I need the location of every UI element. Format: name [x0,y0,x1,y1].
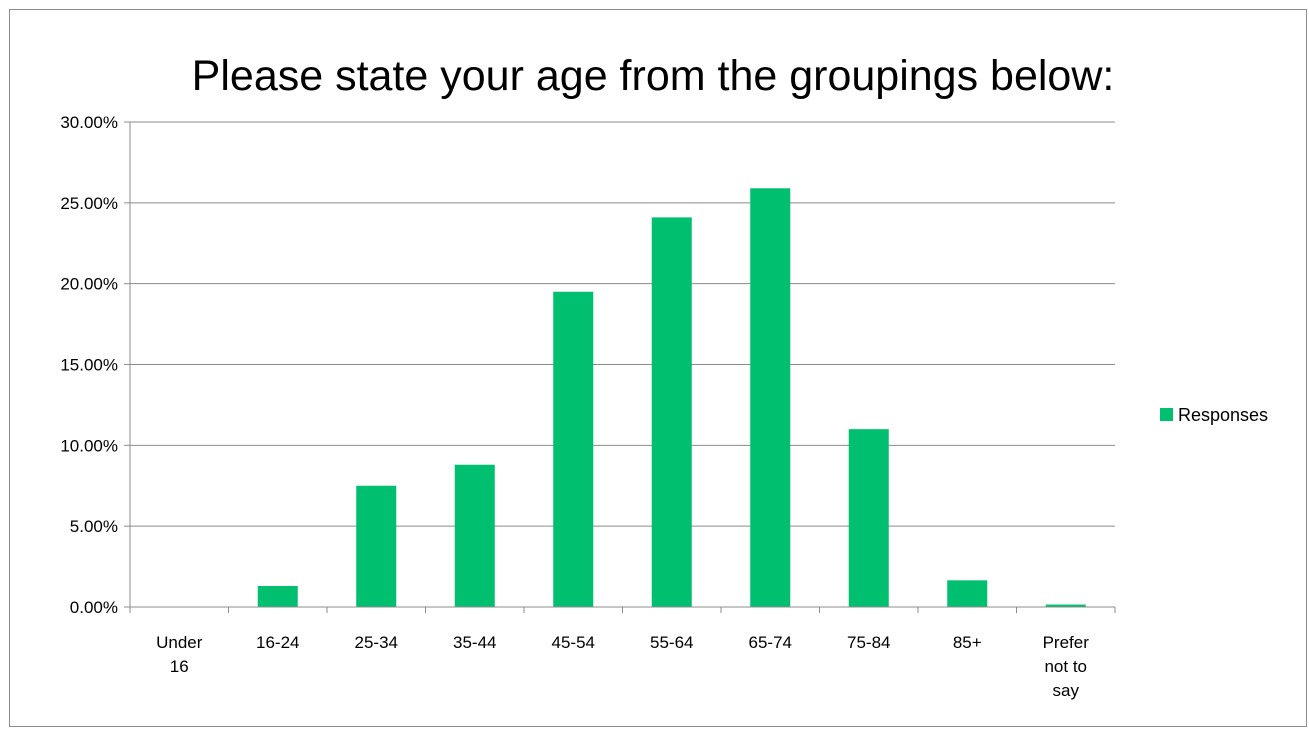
bar [1045,604,1086,607]
y-tick-label: 20.00% [60,275,118,294]
y-tick-label: 10.00% [60,436,118,455]
x-tick-label: Under [156,633,203,652]
gridlines [130,121,1115,527]
bar [454,464,495,607]
chart-title: Please state your age from the groupings… [192,52,1115,100]
bar [848,429,889,607]
legend: Responses [1160,405,1268,425]
x-tick-label: 16-24 [256,633,299,652]
x-tick-label: 25-34 [355,633,398,652]
x-tick-label: 75-84 [847,633,890,652]
x-tick-label: 45-54 [552,633,595,652]
x-tick-label: say [1053,681,1080,700]
bar [750,188,791,608]
x-tick-label: 85+ [953,633,982,652]
y-tick-label: 15.00% [60,356,118,375]
x-tick-label: Prefer [1043,633,1090,652]
bar [257,585,298,607]
bar [947,580,988,607]
x-tick-label: 65-74 [749,633,792,652]
x-tick-label: 35-44 [453,633,496,652]
x-tick-label: 55-64 [650,633,693,652]
x-tick-label: 16 [170,657,189,676]
x-tick-label: not to [1044,657,1087,676]
bar [651,217,692,607]
bars [257,188,1086,608]
y-tick-label: 0.00% [70,598,118,617]
x-axis: Under 16 16-24 25-34 35-44 45-54 55-64 65-74 75-… [129,606,1116,700]
legend-label: Responses [1178,405,1268,425]
y-tick-label: 30.00% [60,113,118,132]
y-axis: 0.00% 5.00% 10.00% 15.00% 20.00% 25.00% 30.00% [60,113,131,617]
y-tick-label: 5.00% [70,517,118,536]
bar [553,291,594,607]
legend-swatch [1160,408,1173,421]
bar [356,485,397,607]
y-tick-label: 25.00% [60,194,118,213]
